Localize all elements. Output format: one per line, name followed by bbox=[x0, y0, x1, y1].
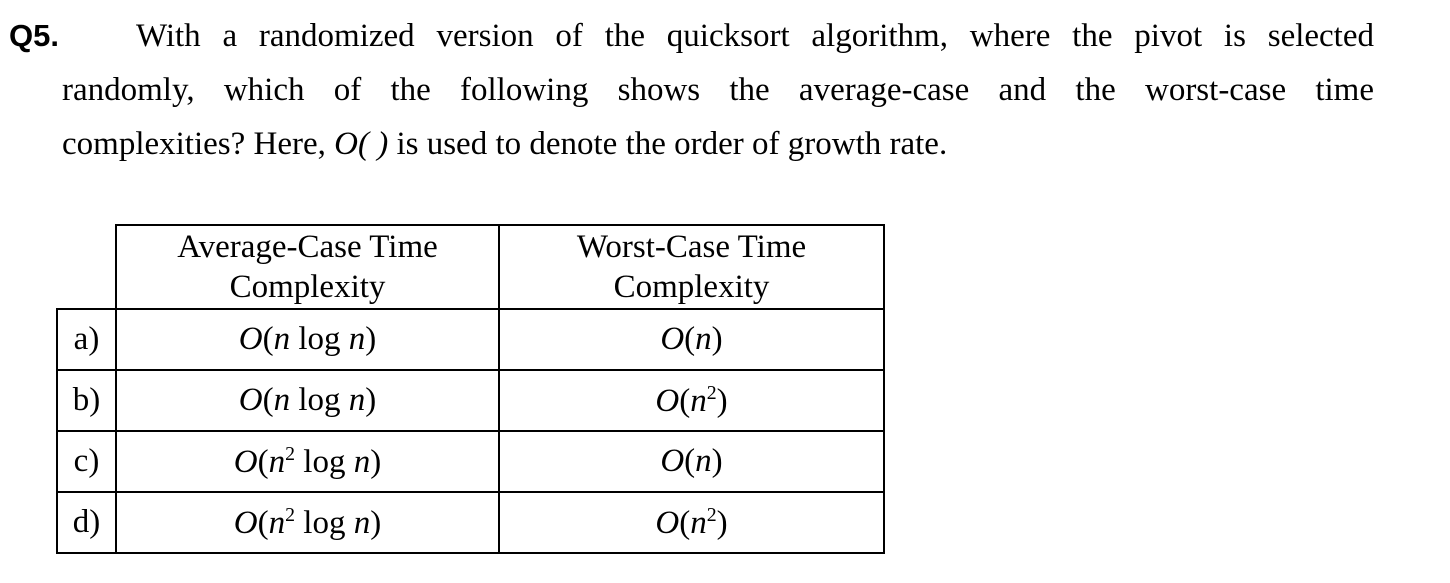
worst-case-cell: O(n2) bbox=[498, 491, 885, 554]
question-text-line-3-pre: complexities? Here, bbox=[62, 126, 335, 162]
table-row[interactable]: b) O(n log n) O(n2) bbox=[56, 369, 885, 432]
big-o-notation: O( ) bbox=[334, 126, 389, 162]
question-text-line-3: complexities? Here, O( ) is used to deno… bbox=[62, 124, 947, 164]
worst-case-cell: O(n) bbox=[498, 430, 885, 493]
average-case-cell: O(n2 log n) bbox=[115, 491, 500, 554]
option-label[interactable]: d) bbox=[56, 491, 117, 554]
option-label[interactable]: a) bbox=[56, 308, 117, 371]
answer-options-table: Average-Case Time Complexity Worst-Case T… bbox=[56, 224, 885, 554]
option-label[interactable]: b) bbox=[56, 369, 117, 432]
table-row[interactable]: c) O(n2 log n) O(n) bbox=[56, 430, 885, 493]
table-row[interactable]: d) O(n2 log n) O(n2) bbox=[56, 491, 885, 554]
average-case-cell: O(n2 log n) bbox=[115, 430, 500, 493]
worst-case-header-line-2: Complexity bbox=[613, 269, 770, 305]
average-case-cell: O(n log n) bbox=[115, 369, 500, 432]
average-case-cell: O(n log n) bbox=[115, 308, 500, 371]
question-text-line-1: With a randomized version of the quickso… bbox=[136, 18, 1374, 54]
worst-case-cell: O(n) bbox=[498, 308, 885, 371]
question-number: Q5. bbox=[9, 18, 59, 53]
table-row[interactable]: a) O(n log n) O(n) bbox=[56, 308, 885, 371]
question-text-line-3-post: is used to denote the order of growth ra… bbox=[388, 126, 948, 162]
worst-case-header: Worst-Case Time Complexity bbox=[498, 224, 885, 310]
question-text-line-2: randomly, which of the following shows t… bbox=[62, 72, 1374, 108]
table-header-row: Average-Case Time Complexity Worst-Case T… bbox=[57, 224, 885, 310]
average-case-header-line-1: Average-Case Time bbox=[177, 229, 438, 265]
worst-case-cell: O(n2) bbox=[498, 369, 885, 432]
average-case-header: Average-Case Time Complexity bbox=[115, 224, 500, 310]
blank-header-cell bbox=[57, 225, 117, 310]
average-case-header-line-2: Complexity bbox=[229, 269, 386, 305]
option-label[interactable]: c) bbox=[56, 430, 117, 493]
worst-case-header-line-1: Worst-Case Time bbox=[576, 229, 807, 265]
